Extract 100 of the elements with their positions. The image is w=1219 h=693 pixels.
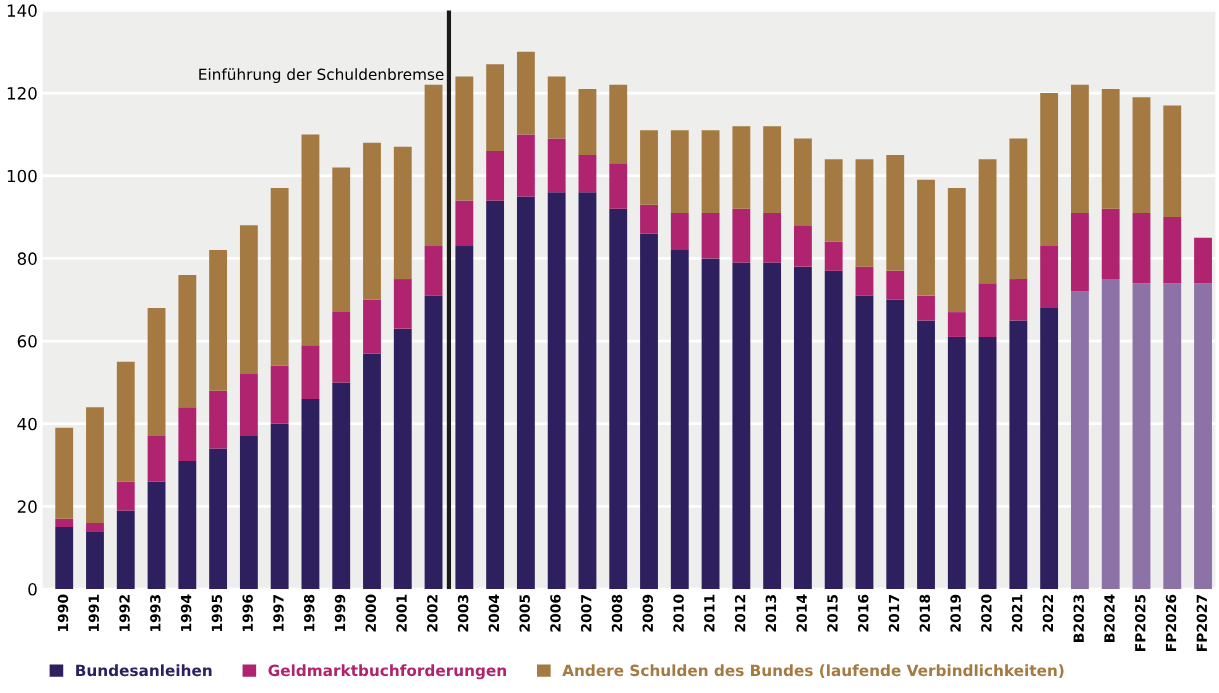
x-tick-label: 2008 xyxy=(611,594,623,632)
bar xyxy=(147,481,166,590)
bar xyxy=(455,200,474,246)
bar xyxy=(1009,279,1028,321)
x-tick-label: 2013 xyxy=(765,595,777,632)
bar xyxy=(1132,212,1151,284)
bar xyxy=(824,159,843,242)
bar xyxy=(578,192,597,590)
bar xyxy=(917,179,935,296)
bar xyxy=(978,336,997,590)
bar xyxy=(855,159,874,267)
x-tick-label: 1995 xyxy=(211,594,223,631)
bar xyxy=(670,212,689,251)
bar xyxy=(516,134,535,197)
x-tick-label: 2006 xyxy=(550,594,561,632)
bar xyxy=(209,390,228,449)
bar xyxy=(701,258,720,590)
bar xyxy=(917,295,935,321)
bar xyxy=(640,130,658,205)
bar xyxy=(732,262,751,590)
bar xyxy=(486,150,505,201)
bar xyxy=(516,51,535,135)
bar xyxy=(547,76,566,139)
bar xyxy=(947,336,966,590)
bar xyxy=(855,266,874,296)
bar xyxy=(670,250,689,590)
ref-line-label: Einführung der Schuldenbremse xyxy=(199,68,444,84)
bar xyxy=(978,159,997,284)
x-tick-label: 1991 xyxy=(88,594,100,631)
bar xyxy=(270,365,289,424)
bar xyxy=(640,204,658,234)
bar xyxy=(209,250,228,391)
bar xyxy=(886,155,905,271)
bar xyxy=(270,423,289,590)
bar xyxy=(178,407,197,461)
x-tick-label: 2019 xyxy=(950,594,961,632)
bar xyxy=(486,200,505,590)
bar xyxy=(332,382,351,590)
bar xyxy=(1040,93,1059,246)
bar xyxy=(55,527,74,590)
bar xyxy=(763,262,782,590)
x-tick-label: 2004 xyxy=(488,594,500,632)
bar xyxy=(947,188,966,313)
bar xyxy=(270,188,289,366)
x-tick-label: 2011 xyxy=(704,594,715,632)
bar xyxy=(301,345,320,399)
x-tick-label: 2015 xyxy=(827,594,838,632)
x-tick-label: 1992 xyxy=(119,595,130,631)
x-tick-label: 1996 xyxy=(242,594,253,631)
bar xyxy=(55,518,74,528)
x-tick-label: 2014 xyxy=(796,594,807,632)
bar xyxy=(455,245,474,590)
bar xyxy=(609,84,628,164)
bar xyxy=(1101,88,1120,209)
x-tick-label: 2016 xyxy=(857,594,869,632)
bar xyxy=(363,142,381,300)
bar xyxy=(178,274,197,408)
bar xyxy=(301,134,320,346)
bar xyxy=(1194,283,1212,590)
bar xyxy=(793,138,812,226)
bar xyxy=(763,212,782,263)
bar xyxy=(578,155,597,193)
bar xyxy=(886,270,905,300)
bar xyxy=(978,283,997,337)
bar xyxy=(1163,283,1182,590)
bar xyxy=(86,531,104,590)
legend-label: Bundesanleihen xyxy=(76,664,212,677)
bar xyxy=(86,522,104,532)
x-tick-label: 1997 xyxy=(273,595,284,631)
bar xyxy=(547,138,566,193)
bar xyxy=(239,374,258,437)
bar xyxy=(701,212,720,259)
bar xyxy=(547,192,566,590)
x-tick-label: 2012 xyxy=(734,595,746,632)
x-tick-label: 2009 xyxy=(642,594,654,632)
x-tick-label: 1990 xyxy=(57,594,69,631)
bar xyxy=(209,448,228,590)
x-tick-label: 2007 xyxy=(580,595,592,632)
bar xyxy=(824,241,843,271)
bar xyxy=(1101,279,1120,590)
bar xyxy=(824,270,843,590)
x-tick-label: 2000 xyxy=(365,594,377,632)
x-tick-label: 1993 xyxy=(150,595,161,631)
bar xyxy=(1132,97,1151,213)
bar xyxy=(363,299,381,354)
x-tick-label: 2021 xyxy=(1011,594,1023,632)
bar xyxy=(1009,138,1028,280)
bar xyxy=(578,88,597,156)
y-tick-label: 100 xyxy=(7,169,37,183)
bar xyxy=(793,266,812,590)
x-tick-label: 2022 xyxy=(1042,595,1054,632)
bar xyxy=(1163,105,1182,218)
y-tick-label: 140 xyxy=(7,4,37,17)
bar xyxy=(424,295,443,590)
bar xyxy=(917,320,935,590)
bar xyxy=(1070,291,1089,590)
y-tick-label: 120 xyxy=(7,87,37,100)
bar xyxy=(116,361,135,482)
x-tick-label: FP2026 xyxy=(1165,594,1177,651)
bar xyxy=(701,130,720,213)
